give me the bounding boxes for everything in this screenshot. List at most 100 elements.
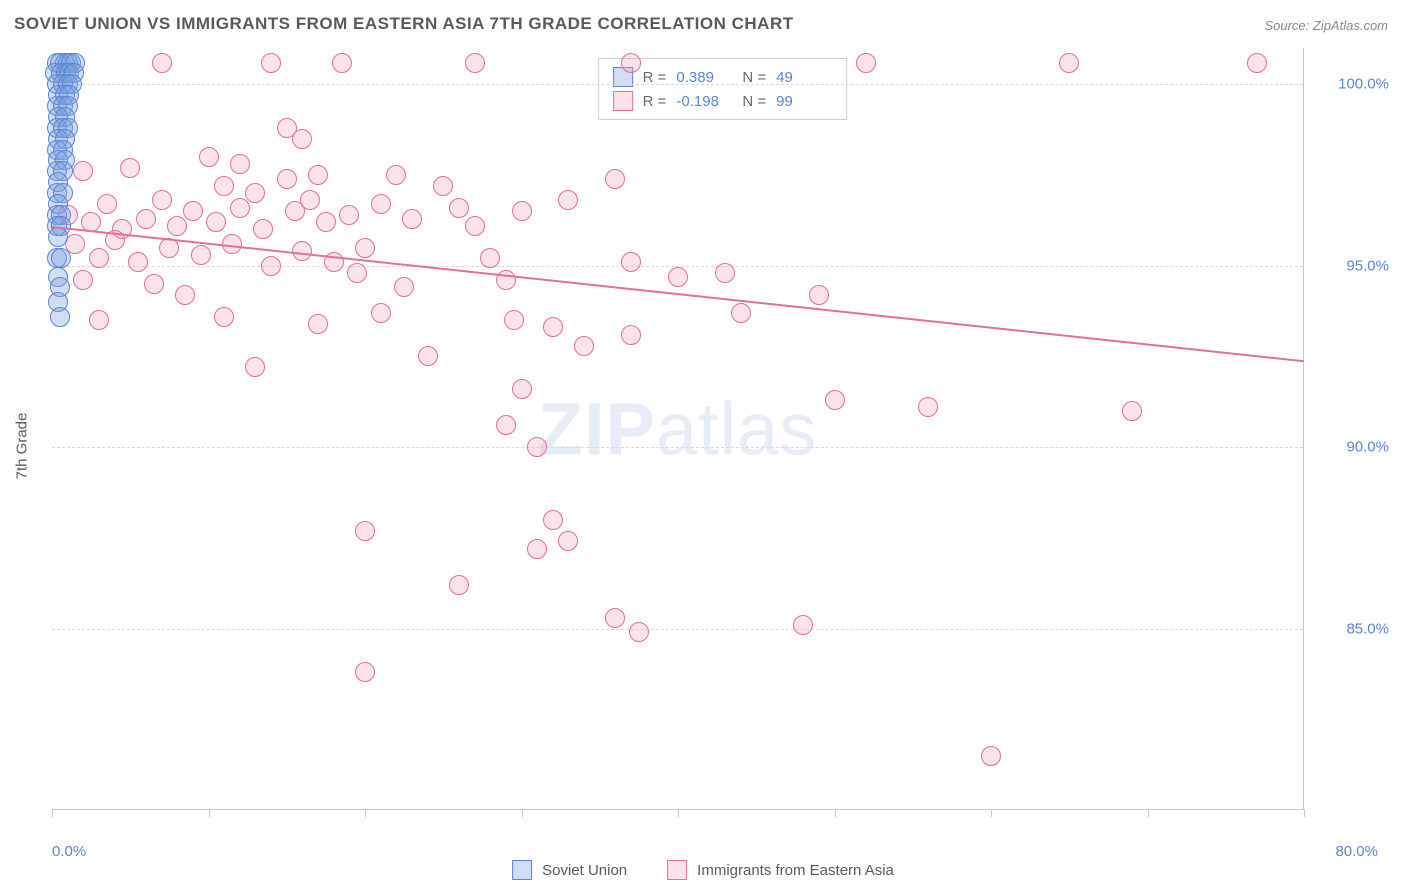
point-series-b [621, 252, 641, 272]
stats-legend-row: R = 0.389 N = 49 [613, 65, 833, 89]
point-series-b [230, 198, 250, 218]
x-tick [1148, 809, 1149, 817]
watermark-bold: ZIP [538, 387, 656, 470]
legend-swatch [613, 91, 633, 111]
point-series-a [50, 307, 70, 327]
point-series-a [48, 227, 68, 247]
x-tick [678, 809, 679, 817]
point-series-b [73, 270, 93, 290]
point-series-b [355, 662, 375, 682]
point-series-b [512, 379, 532, 399]
y-axis-title: 7th Grade [14, 413, 31, 480]
y-tick-label: 85.0% [1315, 620, 1389, 637]
x-tick [209, 809, 210, 817]
x-tick [52, 809, 53, 817]
point-series-b [261, 256, 281, 276]
point-series-b [386, 165, 406, 185]
point-series-b [465, 53, 485, 73]
point-series-b [918, 397, 938, 417]
plot-area: ZIPatlas R =0.389N =49R =-0.198N =99 85.… [52, 48, 1304, 810]
bottom-legend-item: Immigrants from Eastern Asia [667, 860, 894, 880]
point-series-b [292, 129, 312, 149]
watermark-light: atlas [656, 387, 817, 470]
point-series-b [300, 190, 320, 210]
point-series-b [668, 267, 688, 287]
point-series-b [316, 212, 336, 232]
x-tick-label-max: 80.0% [1335, 843, 1378, 860]
point-series-b [605, 608, 625, 628]
bottom-legend-item: Soviet Union [512, 860, 627, 880]
point-series-b [136, 209, 156, 229]
source-label: Source: ZipAtlas.com [1264, 18, 1388, 33]
point-series-b [527, 539, 547, 559]
point-series-a [51, 248, 71, 268]
point-series-b [621, 53, 641, 73]
point-series-b [199, 147, 219, 167]
point-series-b [558, 531, 578, 551]
stat-n-value: 49 [776, 69, 832, 86]
point-series-b [1122, 401, 1142, 421]
point-series-b [433, 176, 453, 196]
point-series-b [1059, 53, 1079, 73]
stat-r-label: R = [643, 69, 667, 86]
point-series-b [856, 53, 876, 73]
point-series-b [167, 216, 187, 236]
y-tick-label: 90.0% [1315, 439, 1389, 456]
x-tick [365, 809, 366, 817]
stats-legend-row: R =-0.198N =99 [613, 89, 833, 113]
point-series-b [465, 216, 485, 236]
point-series-b [144, 274, 164, 294]
point-series-b [261, 53, 281, 73]
point-series-b [809, 285, 829, 305]
point-series-b [621, 325, 641, 345]
point-series-b [245, 183, 265, 203]
point-series-b [558, 190, 578, 210]
trend-line-b [52, 226, 1304, 362]
point-series-b [418, 346, 438, 366]
y-tick-label: 95.0% [1315, 257, 1389, 274]
point-series-b [394, 277, 414, 297]
stat-r-value: -0.198 [676, 93, 732, 110]
point-series-b [128, 252, 148, 272]
stat-n-label: N = [742, 69, 766, 86]
point-series-b [629, 622, 649, 642]
point-series-b [449, 575, 469, 595]
point-series-b [402, 209, 422, 229]
point-series-b [480, 248, 500, 268]
point-series-b [175, 285, 195, 305]
point-series-b [512, 201, 532, 221]
gridline [52, 629, 1303, 630]
watermark: ZIPatlas [538, 386, 817, 471]
stat-r-value: 0.389 [676, 69, 732, 86]
bottom-legend: Soviet Union Immigrants from Eastern Asia [512, 860, 894, 880]
point-series-b [253, 219, 273, 239]
point-series-b [73, 161, 93, 181]
point-series-b [347, 263, 367, 283]
x-tick [1304, 809, 1305, 817]
point-series-b [152, 190, 172, 210]
stat-n-value: 99 [776, 93, 832, 110]
gridline [52, 447, 1303, 448]
legend-swatch [512, 860, 532, 880]
legend-label: Soviet Union [542, 862, 627, 879]
point-series-b [449, 198, 469, 218]
point-series-b [574, 336, 594, 356]
point-series-b [245, 357, 265, 377]
point-series-b [89, 310, 109, 330]
point-series-b [527, 437, 547, 457]
legend-label: Immigrants from Eastern Asia [697, 862, 894, 879]
point-series-b [120, 158, 140, 178]
point-series-b [214, 176, 234, 196]
point-series-b [89, 248, 109, 268]
point-series-b [308, 165, 328, 185]
point-series-b [355, 521, 375, 541]
x-tick-label-min: 0.0% [52, 843, 86, 860]
point-series-b [355, 238, 375, 258]
point-series-b [332, 53, 352, 73]
point-series-b [152, 53, 172, 73]
point-series-b [214, 307, 234, 327]
x-tick [835, 809, 836, 817]
point-series-b [715, 263, 735, 283]
point-series-b [731, 303, 751, 323]
x-tick [522, 809, 523, 817]
